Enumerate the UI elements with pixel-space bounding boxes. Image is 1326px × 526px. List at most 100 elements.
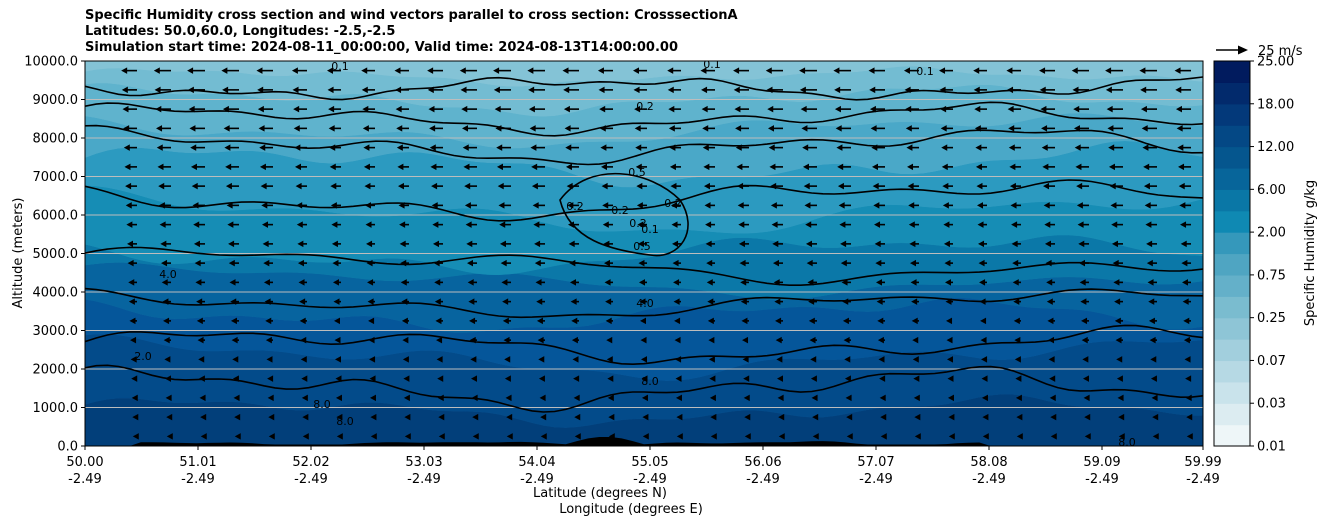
wind-arrow [1143, 182, 1150, 190]
wind-arrow [259, 144, 266, 151]
wind-arrow [1118, 433, 1125, 440]
wind-arrow [192, 202, 199, 209]
wind-arrow [633, 86, 640, 94]
wind-arrow [702, 144, 709, 151]
wind-arrow [812, 433, 819, 440]
wind-arrow [221, 67, 228, 74]
wind-arrow [601, 182, 608, 190]
wind-arrow [328, 105, 335, 113]
wind-arrow [429, 125, 436, 132]
wind-arrow [640, 336, 647, 344]
wind-arrow [904, 86, 911, 94]
contour-line [85, 101, 1203, 137]
wind-arrow [1114, 298, 1121, 305]
wind-arrow [840, 259, 847, 267]
wind-arrow [262, 240, 269, 248]
wind-arrow [638, 279, 645, 286]
wind-arrow [1105, 67, 1112, 74]
wind-arrow [941, 144, 948, 151]
colorbar-swatch [1214, 424, 1250, 447]
wind-arrow [467, 279, 474, 286]
wind-arrow [1045, 259, 1052, 267]
wind-arrow [296, 221, 303, 228]
wind-arrow [1041, 125, 1048, 132]
wind-arrow [434, 298, 441, 305]
wind-arrow [298, 279, 305, 286]
wind-arrow [598, 86, 605, 94]
wind-arrow [667, 67, 674, 74]
colorbar-swatch [1214, 403, 1250, 426]
wind-arrow [132, 433, 139, 440]
wind-arrow [499, 221, 506, 228]
wind-arrow [674, 317, 681, 325]
x-tick-label-longitude: -2.49 [972, 472, 1006, 487]
y-tick-label: 10000.0 [24, 55, 78, 70]
wind-arrow [300, 356, 307, 363]
wind-arrow [834, 86, 841, 94]
wind-arrow [565, 163, 572, 171]
wind-arrow [566, 182, 573, 190]
wind-arrow [942, 182, 949, 190]
wind-arrow [335, 394, 342, 402]
wind-arrow [336, 413, 343, 421]
x-tick-label-latitude: 59.09 [1083, 455, 1120, 470]
wind-arrow [1141, 125, 1148, 132]
wind-arrow [775, 317, 782, 325]
wind-arrow [493, 67, 500, 74]
wind-arrow [910, 279, 917, 286]
wind-arrow [948, 413, 955, 421]
wind-arrow [396, 144, 403, 151]
x-tick-label-longitude: -2.49 [181, 472, 215, 487]
wind-arrow [736, 163, 743, 171]
wind-arrow [564, 125, 571, 132]
wind-arrow [1117, 394, 1124, 402]
wind-arrow [776, 375, 783, 382]
wind-arrow [497, 182, 504, 190]
wind-arrow [501, 279, 508, 286]
wind-arrow [121, 86, 128, 94]
wind-arrow [940, 125, 947, 132]
wind-arrow [1148, 298, 1155, 305]
wind-arrow [837, 182, 844, 190]
wind-arrow [601, 163, 608, 171]
wind-arrow [909, 240, 916, 248]
wind-arrow [676, 433, 683, 440]
wind-arrow [1046, 279, 1053, 286]
wind-arrow [1076, 202, 1083, 209]
wind-arrow [293, 105, 300, 113]
wind-arrow [875, 259, 882, 267]
wind-arrow [302, 433, 309, 440]
colorbar-tick-label: 2.00 [1257, 226, 1286, 241]
wind-arrow [502, 317, 509, 325]
wind-arrow [1140, 105, 1147, 113]
wind-arrow [1111, 221, 1118, 228]
contour-label: 0.1 [641, 223, 659, 236]
wind-arrow [369, 394, 376, 402]
wind-arrow [428, 105, 435, 113]
wind-arrow [740, 298, 747, 305]
x-tick-label-longitude: -2.49 [859, 472, 893, 487]
wind-arrow [1010, 202, 1017, 209]
wind-arrow [226, 202, 233, 209]
wind-arrow [300, 336, 307, 344]
wind-arrow [129, 317, 136, 325]
wind-arrow [294, 163, 301, 171]
wind-arrow [1015, 375, 1022, 382]
wind-arrow [259, 163, 266, 171]
wind-arrow [1013, 298, 1020, 305]
wind-arrow [1177, 144, 1184, 151]
wind-arrow [906, 144, 913, 151]
wind-arrow [193, 240, 200, 248]
wind-arrow [336, 433, 343, 440]
contour-line [85, 179, 1203, 222]
wind-arrow [366, 259, 373, 267]
wind-arrow [799, 86, 806, 94]
wind-arrow [672, 259, 679, 267]
wind-arrow [403, 375, 410, 382]
wind-arrow [905, 125, 912, 132]
wind-arrow [400, 259, 407, 267]
wind-arrow [667, 86, 674, 94]
wind-arrow [199, 394, 206, 402]
wind-arrow [1044, 240, 1051, 248]
wind-arrow [737, 182, 744, 190]
